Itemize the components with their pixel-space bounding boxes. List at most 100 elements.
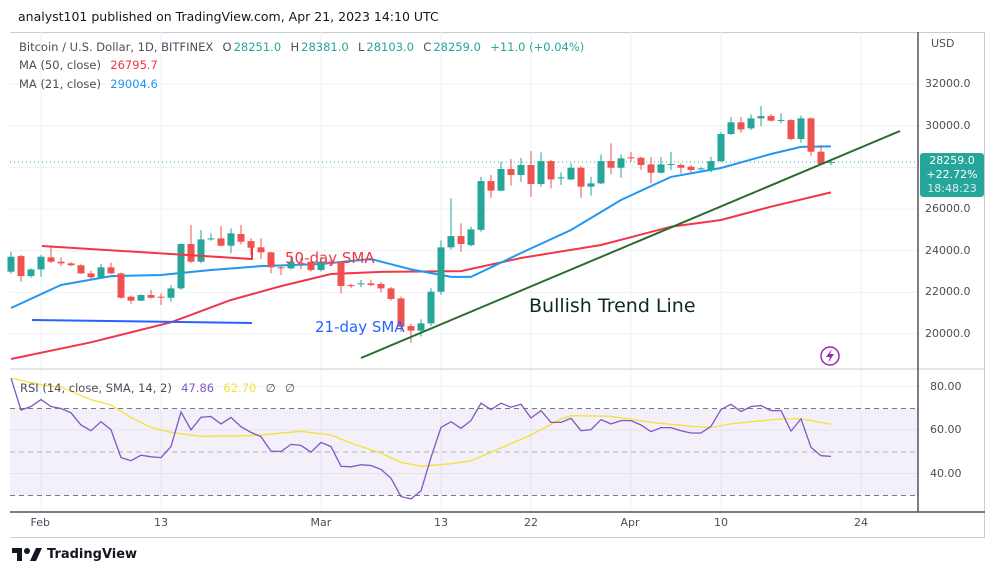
- time-tick: 13: [154, 516, 168, 529]
- tradingview-logo-icon: [12, 548, 42, 561]
- candle-body: [267, 252, 275, 268]
- ma21-legend[interactable]: MA (21, close) 29004.6: [19, 77, 160, 91]
- candle-body: [587, 183, 595, 187]
- candle-body: [687, 166, 695, 171]
- candle-body: [537, 161, 545, 184]
- candle-body: [407, 326, 415, 331]
- rsi-label: RSI (14, close, SMA, 14, 2): [20, 381, 172, 395]
- ma50-legend[interactable]: MA (50, close) 26795.7: [19, 58, 160, 72]
- candle-body: [347, 285, 355, 287]
- candle-body: [787, 120, 795, 139]
- candle-body: [627, 157, 635, 159]
- price-tick: 26000.0: [925, 202, 971, 215]
- price-tick: 20000.0: [925, 327, 971, 340]
- candle-body: [57, 261, 65, 264]
- open-value: 28251.0: [233, 40, 282, 54]
- grid: [10, 32, 918, 512]
- candle-body: [47, 257, 55, 262]
- price-tick: 24000.0: [925, 243, 971, 257]
- candle-body: [777, 120, 785, 122]
- candle-body: [327, 261, 335, 264]
- candle-body: [157, 296, 165, 298]
- candle-body: [377, 284, 385, 289]
- candle-body: [807, 118, 815, 152]
- candle-body: [487, 181, 495, 191]
- rsi-sma-value: 62.70: [223, 381, 257, 395]
- time-tick: Apr: [620, 516, 640, 529]
- support-drawing: [31, 319, 253, 324]
- close-label: C: [423, 40, 432, 54]
- candle-body: [237, 234, 245, 242]
- candle-body: [127, 296, 135, 301]
- candle-body: [637, 157, 645, 166]
- ma21-value: 29004.6: [110, 77, 158, 91]
- candle-body: [677, 165, 685, 168]
- ma21-line: [10, 145, 832, 309]
- candle-body: [357, 283, 365, 285]
- candle-body: [97, 267, 105, 278]
- candle-body: [67, 263, 75, 266]
- candle-body: [77, 265, 85, 274]
- candle-body: [87, 273, 95, 278]
- symbol-title: Bitcoin / U.S. Dollar, 1D, BITFINEX: [19, 40, 214, 54]
- candle-body: [107, 267, 115, 274]
- candle-body: [187, 244, 195, 262]
- last-change: +22.72%: [926, 168, 978, 181]
- brand-name: TradingView: [47, 546, 138, 562]
- candle-body: [167, 288, 175, 298]
- rsi-tick: 40.00: [930, 466, 962, 480]
- candle-body: [387, 288, 395, 299]
- candle-body: [747, 118, 755, 129]
- ma21-label: MA (21, close): [19, 77, 101, 91]
- time-tick: 10: [714, 516, 728, 529]
- candle-body: [597, 161, 605, 184]
- annotation-50-day-sma: 50-day SMA: [285, 249, 375, 267]
- candle-body: [757, 116, 765, 119]
- candle-body: [447, 236, 455, 248]
- rsi-sma-line: [10, 377, 832, 467]
- candle-body: [437, 247, 445, 292]
- publish-header: analyst101 published on TradingView.com,…: [18, 9, 439, 24]
- candles: [7, 106, 835, 343]
- rsi-line: [10, 378, 832, 500]
- tradingview-logo[interactable]: TradingView: [12, 546, 137, 562]
- rsi-tick: 80.00: [930, 379, 962, 393]
- change-value: +11.0 (+0.04%): [490, 40, 585, 54]
- symbol-legend[interactable]: Bitcoin / U.S. Dollar, 1D, BITFINEX O 282…: [19, 40, 586, 54]
- price-tick: 30000.0: [925, 118, 971, 132]
- candle-body: [647, 164, 655, 173]
- ma50-label: MA (50, close): [19, 58, 101, 72]
- price-tick: 22000.0: [925, 285, 971, 299]
- candle-body: [547, 161, 555, 180]
- rsi-tick: 60.00: [930, 423, 962, 436]
- candle-body: [467, 229, 475, 246]
- candle-body: [817, 151, 825, 164]
- candle-body: [727, 122, 735, 134]
- candle-body: [667, 164, 675, 166]
- open-label: O: [222, 40, 232, 54]
- price-tick: 32000.0: [925, 77, 971, 90]
- candle-body: [507, 169, 515, 176]
- candle-body: [297, 262, 305, 264]
- candle-body: [257, 247, 265, 253]
- high-value: 28381.0: [301, 40, 349, 54]
- candle-body: [577, 167, 585, 187]
- candle-body: [307, 261, 315, 271]
- annotation-21-day-sma: 21-day SMA: [315, 318, 405, 336]
- candle-body: [497, 169, 505, 191]
- time-tick: 13: [434, 516, 448, 529]
- candle-body: [7, 256, 15, 272]
- candle-body: [217, 238, 225, 246]
- candle-body: [317, 261, 325, 271]
- rsi-extra-1: ∅: [265, 381, 276, 395]
- candle-body: [367, 283, 375, 286]
- candle-body: [557, 177, 565, 179]
- candle-body: [17, 256, 25, 277]
- candle-body: [517, 165, 525, 176]
- time-tick: Feb: [30, 516, 50, 529]
- candle-body: [287, 261, 295, 269]
- lightning-icon[interactable]: [820, 346, 840, 366]
- candle-body: [417, 323, 425, 331]
- rsi-legend[interactable]: RSI (14, close, SMA, 14, 2) 47.86 62.70 …: [20, 381, 297, 395]
